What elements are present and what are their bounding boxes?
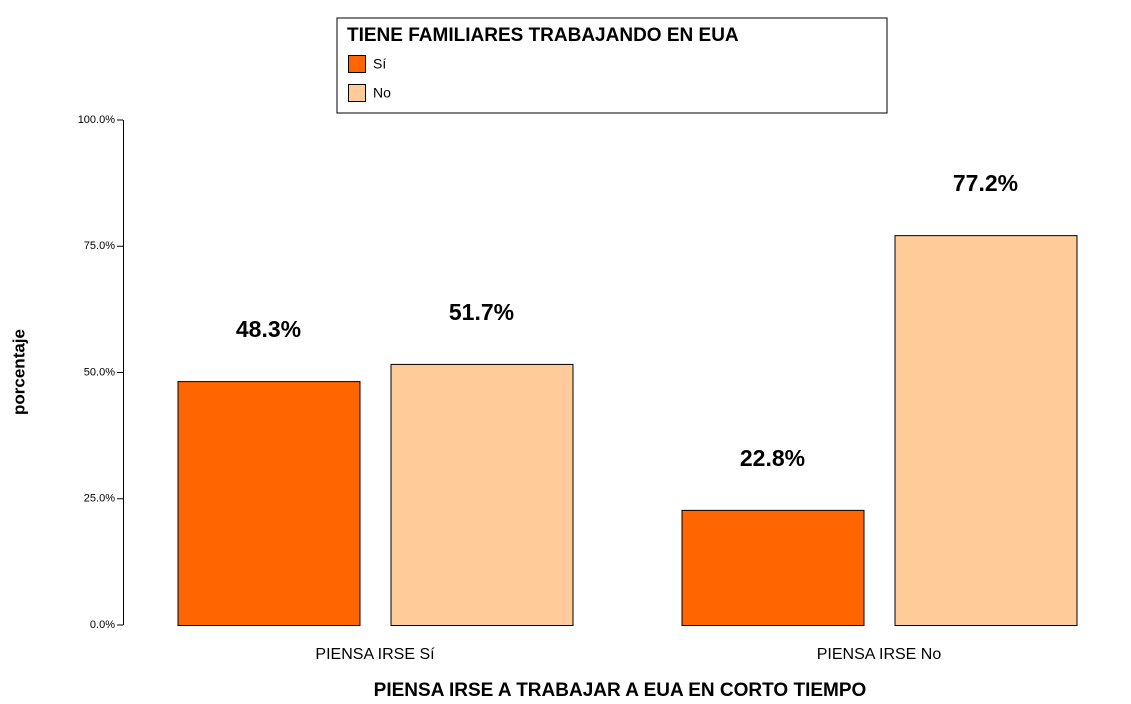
- legend-title: TIENE FAMILIARES TRABAJANDO EN EUA: [347, 25, 739, 46]
- legend-box: [336, 17, 888, 114]
- x-axis-label: PIENSA IRSE A TRABAJAR A EUA EN CORTO TI…: [374, 680, 867, 701]
- bar: [390, 363, 574, 626]
- x-tick-label: PIENSA IRSE Sí: [315, 646, 435, 663]
- bar: [894, 235, 1078, 626]
- data-label: 48.3%: [236, 316, 301, 342]
- y-tick-label: 0.0%: [90, 619, 115, 631]
- y-tick-label: 100.0%: [78, 114, 116, 126]
- y-tick-label: 50.0%: [84, 366, 115, 378]
- data-label: 51.7%: [449, 299, 514, 325]
- legend-label: Sí: [373, 56, 386, 72]
- bar: [177, 381, 361, 626]
- y-tick-label: 25.0%: [84, 493, 115, 505]
- legend-swatch: [348, 55, 366, 73]
- x-tick-label: PIENSA IRSE No: [817, 646, 942, 663]
- data-label: 22.8%: [740, 445, 805, 471]
- y-tick-label: 75.0%: [84, 240, 115, 252]
- bar: [681, 509, 865, 626]
- y-axis-label: porcentaje: [9, 329, 28, 415]
- legend-swatch: [348, 84, 366, 102]
- legend-label: No: [373, 85, 391, 101]
- data-label: 77.2%: [953, 170, 1018, 196]
